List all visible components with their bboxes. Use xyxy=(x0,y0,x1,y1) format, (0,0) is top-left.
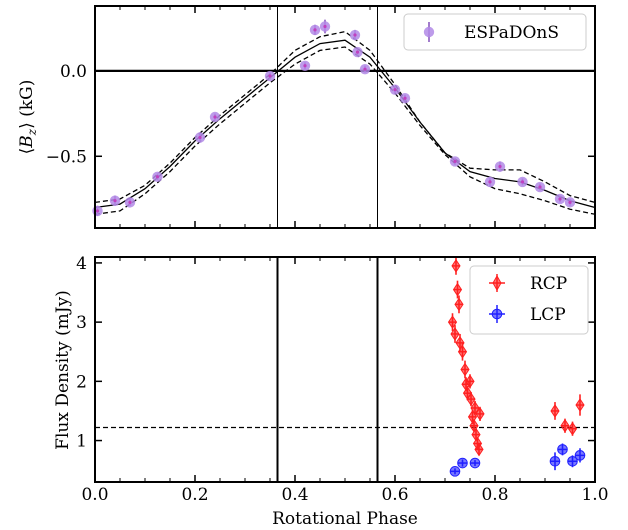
rcp-point xyxy=(575,398,585,412)
espadons-point-center xyxy=(558,197,562,201)
y-tick-label: −0.5 xyxy=(46,147,87,167)
x-tick-label: 0.2 xyxy=(181,485,208,505)
rcp-point xyxy=(470,401,480,415)
rcp-point xyxy=(474,442,484,457)
lcp-point xyxy=(557,444,568,455)
espadons-point-center xyxy=(313,28,317,32)
espadons-point-center xyxy=(403,96,407,100)
rcp-point xyxy=(450,327,460,341)
legend-marker-lcp xyxy=(491,308,503,320)
espadons-point-center xyxy=(363,67,367,71)
x-tick-label: 0.8 xyxy=(481,485,508,505)
rcp-point xyxy=(475,407,485,421)
reference-lines xyxy=(95,257,595,482)
lcp-point xyxy=(549,455,561,467)
top-legend: ESPaDOnS xyxy=(403,13,587,51)
espadons-point-center xyxy=(213,115,217,119)
model-curve-bound xyxy=(94,46,596,215)
lcp-point xyxy=(457,457,468,469)
rcp-point xyxy=(457,344,468,359)
bottom-axes xyxy=(94,256,596,483)
top-y-axis-label: ⟨Bz⟩ (kG) xyxy=(17,80,39,155)
espadons-point-center xyxy=(453,159,457,163)
ylabel-open: ⟨ xyxy=(17,148,37,155)
espadons-point-center xyxy=(488,180,492,184)
x-tick-label: 0.4 xyxy=(281,485,308,505)
espadons-point-center xyxy=(498,164,502,169)
magnetic-field-panel: 0.0 −0.5 ⟨Bz⟩ (kG) ESPaDOnS xyxy=(17,5,596,229)
lcp-point xyxy=(567,455,578,467)
model-curve-bound xyxy=(94,30,596,204)
ylabel-symbol: B xyxy=(17,135,37,149)
espadons-point-center xyxy=(353,33,357,37)
x-tick-label: 0.6 xyxy=(381,485,408,505)
espadons-point-center xyxy=(538,185,542,189)
rcp-point xyxy=(567,421,578,436)
rcp-point xyxy=(466,392,476,407)
bottom-tick-labels: 1 2 3 4 0.0 0.2 0.4 0.6 0.8 1.0 xyxy=(76,254,608,505)
rcp-point xyxy=(454,297,464,312)
rcp-point xyxy=(465,374,475,389)
legend-box xyxy=(469,265,589,335)
y-tick-label: 2 xyxy=(76,372,87,392)
y-tick-label: 1 xyxy=(76,432,87,452)
lcp-point xyxy=(574,450,586,461)
top-tick-labels: 0.0 −0.5 xyxy=(46,62,87,167)
reference-lines xyxy=(95,6,595,228)
bottom-y-axis-label: Flux Density (mJy) xyxy=(53,290,73,450)
legend-label: ESPaDOnS xyxy=(464,23,559,43)
espadons-points xyxy=(92,19,576,217)
y-tick-label: 4 xyxy=(76,254,87,274)
espadons-point-center xyxy=(520,180,525,184)
rcp-point xyxy=(451,258,461,273)
legend-label-rcp: RCP xyxy=(530,274,567,294)
x-tick-label: 1.0 xyxy=(581,485,608,505)
rcp-point xyxy=(560,418,570,433)
espadons-point-center xyxy=(128,200,132,204)
legend-marker-rcp xyxy=(492,274,502,292)
espadons-point-center xyxy=(303,64,307,68)
lcp-point xyxy=(449,466,461,477)
rcp-point xyxy=(452,282,463,297)
espadons-point-center xyxy=(95,209,100,213)
rcp-point xyxy=(460,362,470,377)
espadons-point-center xyxy=(268,74,272,78)
legend-label-lcp: LCP xyxy=(530,305,566,325)
espadons-point-center xyxy=(155,175,160,179)
x-axis-label: Rotational Phase xyxy=(272,509,418,529)
espadons-point-center xyxy=(113,199,117,203)
ylabel-subscript: z xyxy=(25,128,39,136)
rcp-point xyxy=(550,404,560,418)
espadons-point-center xyxy=(355,50,360,54)
espadons-point-center xyxy=(198,135,202,140)
bottom-legend: RCP LCP xyxy=(469,265,589,335)
model-curve-best xyxy=(94,39,596,209)
y-tick-label: 3 xyxy=(76,313,87,333)
legend-marker xyxy=(423,26,435,38)
flux-density-panel: 1 2 3 4 0.0 0.2 0.4 0.6 0.8 1.0 Flux Density (mJy… xyxy=(53,254,609,529)
x-tick-label: 0.0 xyxy=(81,485,108,505)
lcp-point xyxy=(469,457,481,469)
top-axes xyxy=(94,5,596,229)
ylabel-close: ⟩ (kG) xyxy=(17,80,37,129)
y-tick-label: 0.0 xyxy=(60,62,87,82)
legend-box xyxy=(403,13,587,51)
espadons-point-center xyxy=(568,200,572,204)
espadons-point-center xyxy=(323,24,327,29)
espadons-point-center xyxy=(393,88,397,92)
flux-points xyxy=(447,257,586,477)
model-curves xyxy=(94,30,596,215)
